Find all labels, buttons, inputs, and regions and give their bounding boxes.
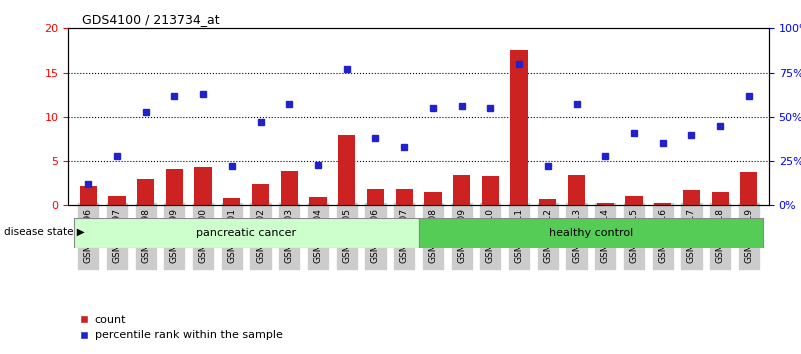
Bar (711, 192, 729, 205)
Text: GDS4100 / 213734_at: GDS4100 / 213734_at (83, 13, 219, 26)
Text: healthy control: healthy control (549, 228, 633, 238)
Bar (79, 186, 97, 205)
Bar (195, 167, 211, 205)
Bar (166, 169, 183, 205)
Legend: count, percentile rank within the sample: count, percentile rank within the sample (74, 310, 287, 345)
Bar (682, 190, 700, 205)
Bar (568, 175, 585, 205)
Bar (654, 202, 671, 205)
Bar (453, 175, 470, 205)
Text: disease state ▶: disease state ▶ (4, 227, 85, 237)
Bar (280, 171, 298, 205)
Bar (481, 176, 499, 205)
Text: pancreatic cancer: pancreatic cancer (196, 228, 296, 238)
Bar (137, 179, 155, 205)
Bar (108, 195, 126, 205)
Bar (396, 189, 413, 205)
Bar (626, 195, 642, 205)
Bar (223, 198, 240, 205)
Bar (425, 192, 441, 205)
Bar (740, 172, 758, 205)
Bar (338, 135, 356, 205)
Bar (418, 218, 763, 248)
Bar (539, 199, 557, 205)
Bar (597, 202, 614, 205)
Bar (252, 184, 269, 205)
Bar (367, 189, 384, 205)
Bar (74, 218, 419, 248)
Bar (309, 198, 327, 205)
Bar (510, 50, 528, 205)
